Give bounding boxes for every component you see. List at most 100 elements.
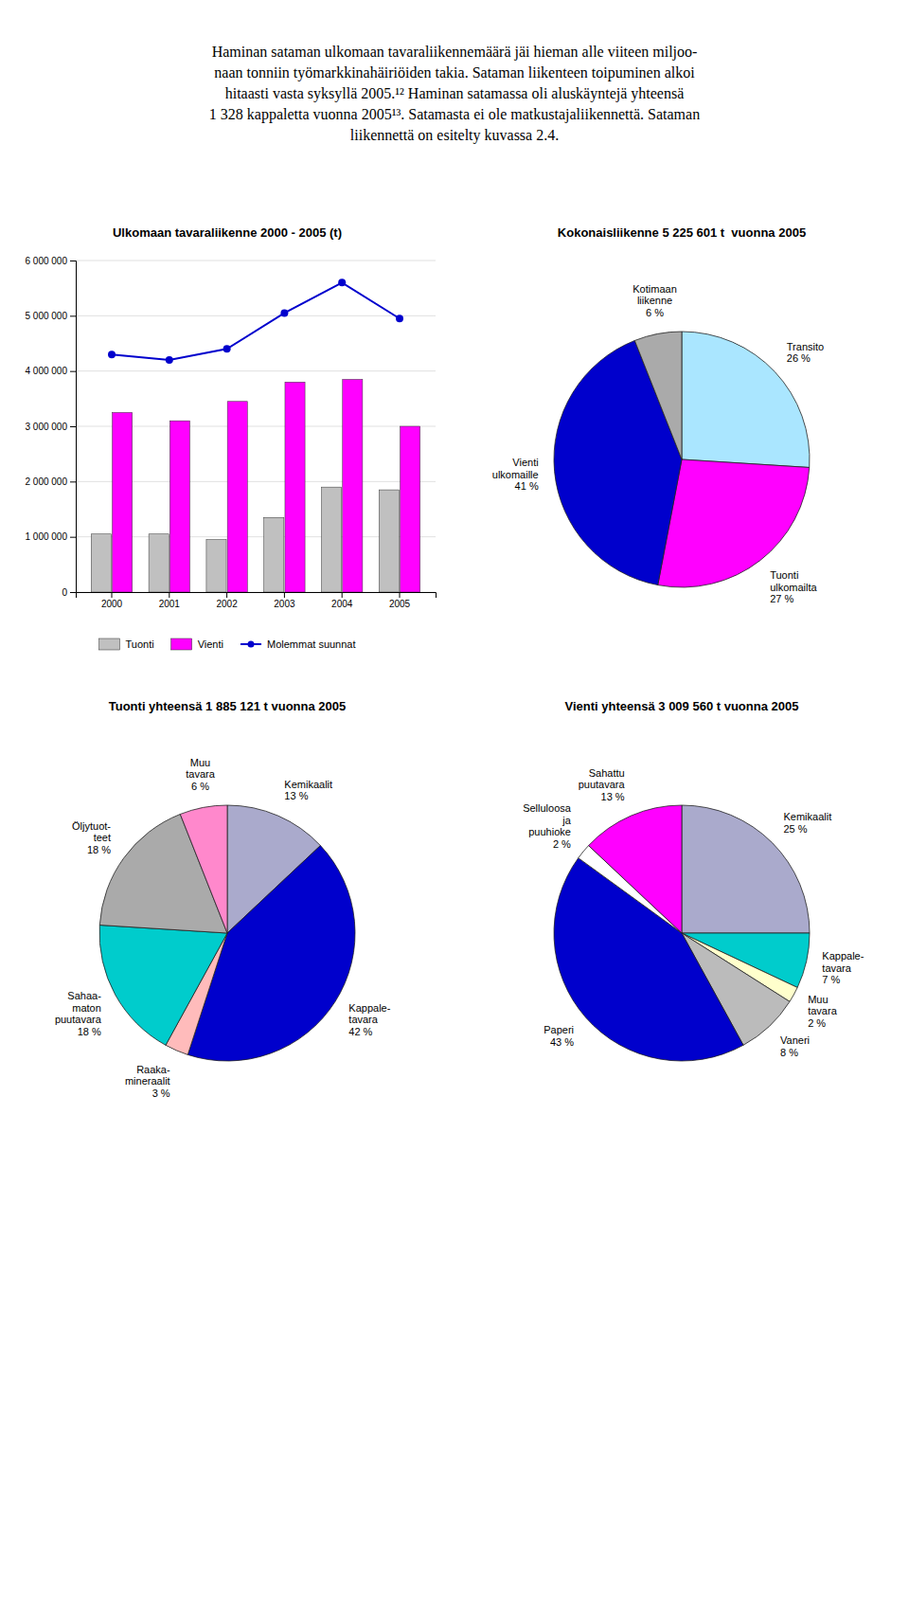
- slice-label: Kappale-tavara42 %: [348, 1001, 391, 1037]
- y-tick-mark: [70, 426, 76, 428]
- chart-bar: Ulkomaan tavaraliikenne 2000 - 2005 (t)0…: [25, 225, 437, 650]
- y-tick-label: 6 000 000: [25, 255, 69, 267]
- slice-label: Paperi43 %: [543, 1023, 574, 1048]
- x-tick-mark: [284, 591, 286, 598]
- slice-label-name: Kemikaalit: [284, 778, 333, 790]
- slice-label-name: maton: [71, 1001, 102, 1014]
- bar: [90, 534, 111, 592]
- y-tick-mark: [70, 315, 76, 317]
- y-tick: 2 000 000: [25, 476, 77, 487]
- slice-label-value: 26 %: [786, 352, 811, 364]
- y-tick: 1 000 000: [25, 531, 77, 542]
- x-tick: 2004: [331, 591, 354, 609]
- slice-label-name: puutavara: [54, 1013, 103, 1025]
- slice-label: Kemikaalit25 %: [783, 810, 832, 835]
- slice-label-name: tavara: [348, 1013, 378, 1025]
- slice-label: Raaka-mineraalit3 %: [124, 1063, 171, 1099]
- pie: Kemikaalit25 %Kappale-tavara7 %Muutavara…: [522, 766, 865, 1061]
- slice-label-value: 2 %: [807, 1016, 826, 1029]
- pie: Kemikaalit13 %Kappale-tavara42 %Raaka-mi…: [54, 756, 392, 1099]
- slice-label: Transito26 %: [786, 340, 824, 365]
- slice-label-name: Sahattu: [588, 766, 625, 779]
- slices: [553, 331, 810, 588]
- marker: [280, 308, 288, 317]
- x-tick-label: 2001: [159, 598, 181, 609]
- slice-label-name: Paperi: [543, 1023, 574, 1035]
- slice-label-name: mineraalit: [124, 1074, 171, 1087]
- slice-label: Kappale-tavara7 %: [821, 949, 864, 985]
- slice-label: Tuontiulkomailta27 %: [769, 569, 818, 605]
- y-tick: 0: [61, 587, 76, 598]
- grid-line: [75, 260, 436, 262]
- y-tick: 6 000 000: [25, 255, 77, 267]
- slice-label: Kotimaanliikenne6 %: [632, 283, 677, 319]
- slice-label-value: 25 %: [783, 822, 807, 835]
- legend-item: Molemmat suunnat: [240, 638, 357, 650]
- slice: [179, 804, 228, 933]
- slice-label: Vaneri8 %: [780, 1033, 810, 1058]
- slice-label-name: Vienti: [512, 456, 538, 468]
- bar: [321, 486, 342, 592]
- chart-title: Vienti yhteensä 3 009 560 t vuonna 2005: [565, 698, 800, 713]
- y-tick-mark: [70, 260, 76, 262]
- slice-label-name: Kotimaan: [632, 283, 677, 295]
- slice: [658, 459, 810, 588]
- page-text: Haminan sataman ulkomaan tavaraliikennem…: [209, 43, 700, 144]
- chart-pie: Vienti yhteensä 3 009 560 t vuonna 2005 K…: [522, 698, 865, 1061]
- slice-label-name: liikenne: [637, 294, 673, 306]
- x-tick-label: 2002: [215, 598, 238, 609]
- bar: [169, 420, 190, 592]
- slice-label-name: Selluloosa: [522, 802, 572, 814]
- slices: [99, 804, 356, 1061]
- x-axis-line: [76, 592, 437, 599]
- x-axis: 2000 2001 2002 2003 2004 2005: [76, 591, 437, 609]
- y-tick-label: 5 000 000: [25, 310, 69, 321]
- x-tick-label: 2003: [273, 598, 296, 609]
- y-tick-label: 4 000 000: [25, 365, 69, 376]
- bar: [112, 411, 133, 592]
- bar: [285, 381, 305, 592]
- slice-label-name: Kappale-: [821, 949, 864, 962]
- x-tick: 2003: [273, 591, 296, 609]
- x-tick-mark: [111, 591, 113, 598]
- slice-label-name: Sahaa-: [67, 989, 102, 1001]
- chart-pie: Kokonaisliikenne 5 225 601 t vuonna 2005…: [492, 225, 824, 605]
- bar: [264, 516, 285, 592]
- chart-title: Kokonaisliikenne 5 225 601 t vuonna 2005: [557, 225, 806, 240]
- slice: [588, 804, 682, 933]
- slice-label-name: tavara: [821, 962, 852, 974]
- slice: [99, 925, 228, 1046]
- slice-label: Selluloosajapuuhioke2 %: [522, 802, 572, 850]
- bar: [378, 489, 399, 592]
- x-tick-mark: [399, 591, 401, 598]
- slice-label-name: puutavara: [578, 778, 626, 790]
- x-tick-mark: [168, 591, 170, 598]
- slice-label-name: ulkomailta: [769, 581, 818, 593]
- y-axis: 01 000 0002 000 0003 000 0004 000 0005 0…: [25, 255, 77, 598]
- slices: [553, 804, 810, 1061]
- slice-label-value: 8 %: [780, 1046, 799, 1058]
- slice: [681, 804, 810, 933]
- legend-swatch: [247, 641, 254, 648]
- slice-label-name: Kappale-: [348, 1001, 391, 1014]
- pie: Transito26 %Tuontiulkomailta27 %Vientiul…: [492, 283, 824, 606]
- slice-label: Muutavara6 %: [185, 756, 215, 792]
- marker: [223, 344, 232, 353]
- slice-label: Sahattupuutavara13 %: [578, 766, 626, 803]
- x-tick: 2000: [101, 591, 124, 609]
- slice-label-name: ulkomaille: [492, 468, 539, 481]
- x-tick: 2005: [389, 591, 411, 609]
- slice-label-value: 41 %: [515, 480, 539, 492]
- x-tick-label: 2000: [101, 598, 124, 609]
- grid: [75, 260, 436, 592]
- slice-label-name: Muu: [190, 756, 211, 768]
- slice-label: Vientiulkomaille41 %: [492, 456, 539, 492]
- slice-label-value: 18 %: [87, 843, 111, 856]
- slice-label-value: 3 %: [152, 1087, 171, 1099]
- y-tick-label: 2 000 000: [25, 476, 69, 487]
- slice-label-name: Öljytuot-: [71, 819, 111, 832]
- legend-swatch: [171, 638, 193, 650]
- chart-pie: Tuonti yhteensä 1 885 121 t vuonna 2005K…: [54, 698, 392, 1099]
- y-tick-mark: [70, 481, 76, 482]
- y-axis-line: [70, 261, 77, 593]
